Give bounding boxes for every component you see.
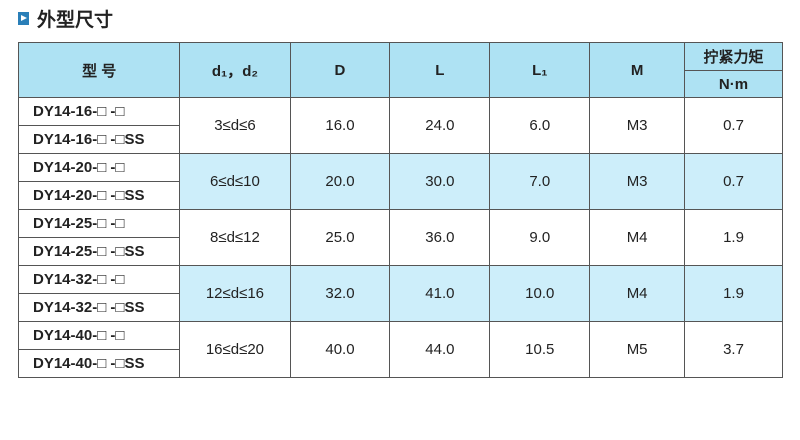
value-cell: 16.0 — [289, 97, 391, 154]
header-cell: D — [289, 42, 391, 98]
value-cell: 44.0 — [389, 321, 491, 378]
value-cell: 0.7 — [684, 153, 783, 210]
row: DY14-20-□ -□ 6≤d≤10 20.0 30.0 7.0 M3 0.7 — [17, 153, 783, 210]
value-cell: 1.9 — [684, 265, 783, 322]
row: DY14-25-□ -□SS — [17, 237, 783, 266]
row: DY14-40-□ -□ 16≤d≤20 40.0 44.0 10.5 M5 3.7 — [17, 321, 783, 378]
model-cell: DY14-40-□ -□SS — [17, 349, 181, 378]
value-cell: 8≤d≤12 — [179, 209, 291, 266]
section-title: 外型尺寸 — [18, 6, 114, 31]
header-unit: N·m — [684, 70, 783, 98]
model-cell: DY14-16-□ -□SS — [17, 125, 181, 154]
value-cell: 0.7 — [684, 97, 783, 154]
header-cell: L₁ — [489, 42, 591, 98]
value-cell: M3 — [589, 97, 686, 154]
row: DY14-25-□ -□ 8≤d≤12 25.0 36.0 9.0 M4 1.9 — [17, 209, 783, 266]
header-cell: d₁，d₂ — [179, 42, 291, 98]
value-cell: 41.0 — [389, 265, 491, 322]
value-cell: 6≤d≤10 — [179, 153, 291, 210]
value-cell: 16≤d≤20 — [179, 321, 291, 378]
value-cell: 10.5 — [489, 321, 591, 378]
value-cell: 7.0 — [489, 153, 591, 210]
spec-table: 型 号 d₁，d₂ D L L₁ M 拧紧力矩 N·m DY14-16-□ -□ 3≤d≤6 16.… — [17, 42, 783, 378]
value-cell: 25.0 — [289, 209, 391, 266]
value-cell: M5 — [589, 321, 686, 378]
row: DY14-32-□ -□ 12≤d≤16 32.0 41.0 10.0 M4 1.9 — [17, 265, 783, 322]
model-cell: DY14-32-□ -□ — [17, 265, 181, 294]
header-row: 型 号 d₁，d₂ D L L₁ M 拧紧力矩 — [17, 42, 783, 98]
model-cell: DY14-40-□ -□ — [17, 321, 181, 350]
value-cell: 3.7 — [684, 321, 783, 378]
row: DY14-40-□ -□SS — [17, 349, 783, 378]
model-cell: DY14-25-□ -□ — [17, 209, 181, 238]
value-cell: 24.0 — [389, 97, 491, 154]
row: DY14-32-□ -□SS — [17, 293, 783, 322]
row: DY14-16-□ -□SS — [17, 125, 783, 154]
header-row: N·m — [19, 70, 783, 98]
header-cell: 型 号 — [17, 42, 181, 98]
header-cell: L — [389, 42, 491, 98]
row: DY14-16-□ -□ 3≤d≤6 16.0 24.0 6.0 M3 0.7 — [17, 97, 783, 154]
header-cell: M — [589, 42, 686, 98]
value-cell: 6.0 — [489, 97, 591, 154]
title-icon — [18, 11, 29, 25]
value-cell: 36.0 — [389, 209, 491, 266]
value-cell: 40.0 — [289, 321, 391, 378]
value-cell: 10.0 — [489, 265, 591, 322]
model-cell: DY14-20-□ -□ — [17, 153, 181, 182]
value-cell: 1.9 — [684, 209, 783, 266]
value-cell: 3≤d≤6 — [179, 97, 291, 154]
value-cell: 12≤d≤16 — [179, 265, 291, 322]
model-cell: DY14-20-□ -□SS — [17, 181, 181, 210]
title-text: 外型尺寸 — [37, 9, 114, 31]
model-cell: DY14-16-□ -□ — [17, 97, 181, 126]
value-cell: 32.0 — [289, 265, 391, 322]
value-cell: M4 — [589, 209, 686, 266]
value-cell: M4 — [589, 265, 686, 322]
value-cell: 9.0 — [489, 209, 591, 266]
header-cell: 拧紧力矩 — [684, 42, 783, 71]
model-cell: DY14-32-□ -□SS — [17, 293, 181, 322]
value-cell: 20.0 — [289, 153, 391, 210]
value-cell: M3 — [589, 153, 686, 210]
model-cell: DY14-25-□ -□SS — [17, 237, 181, 266]
value-cell: 30.0 — [389, 153, 491, 210]
